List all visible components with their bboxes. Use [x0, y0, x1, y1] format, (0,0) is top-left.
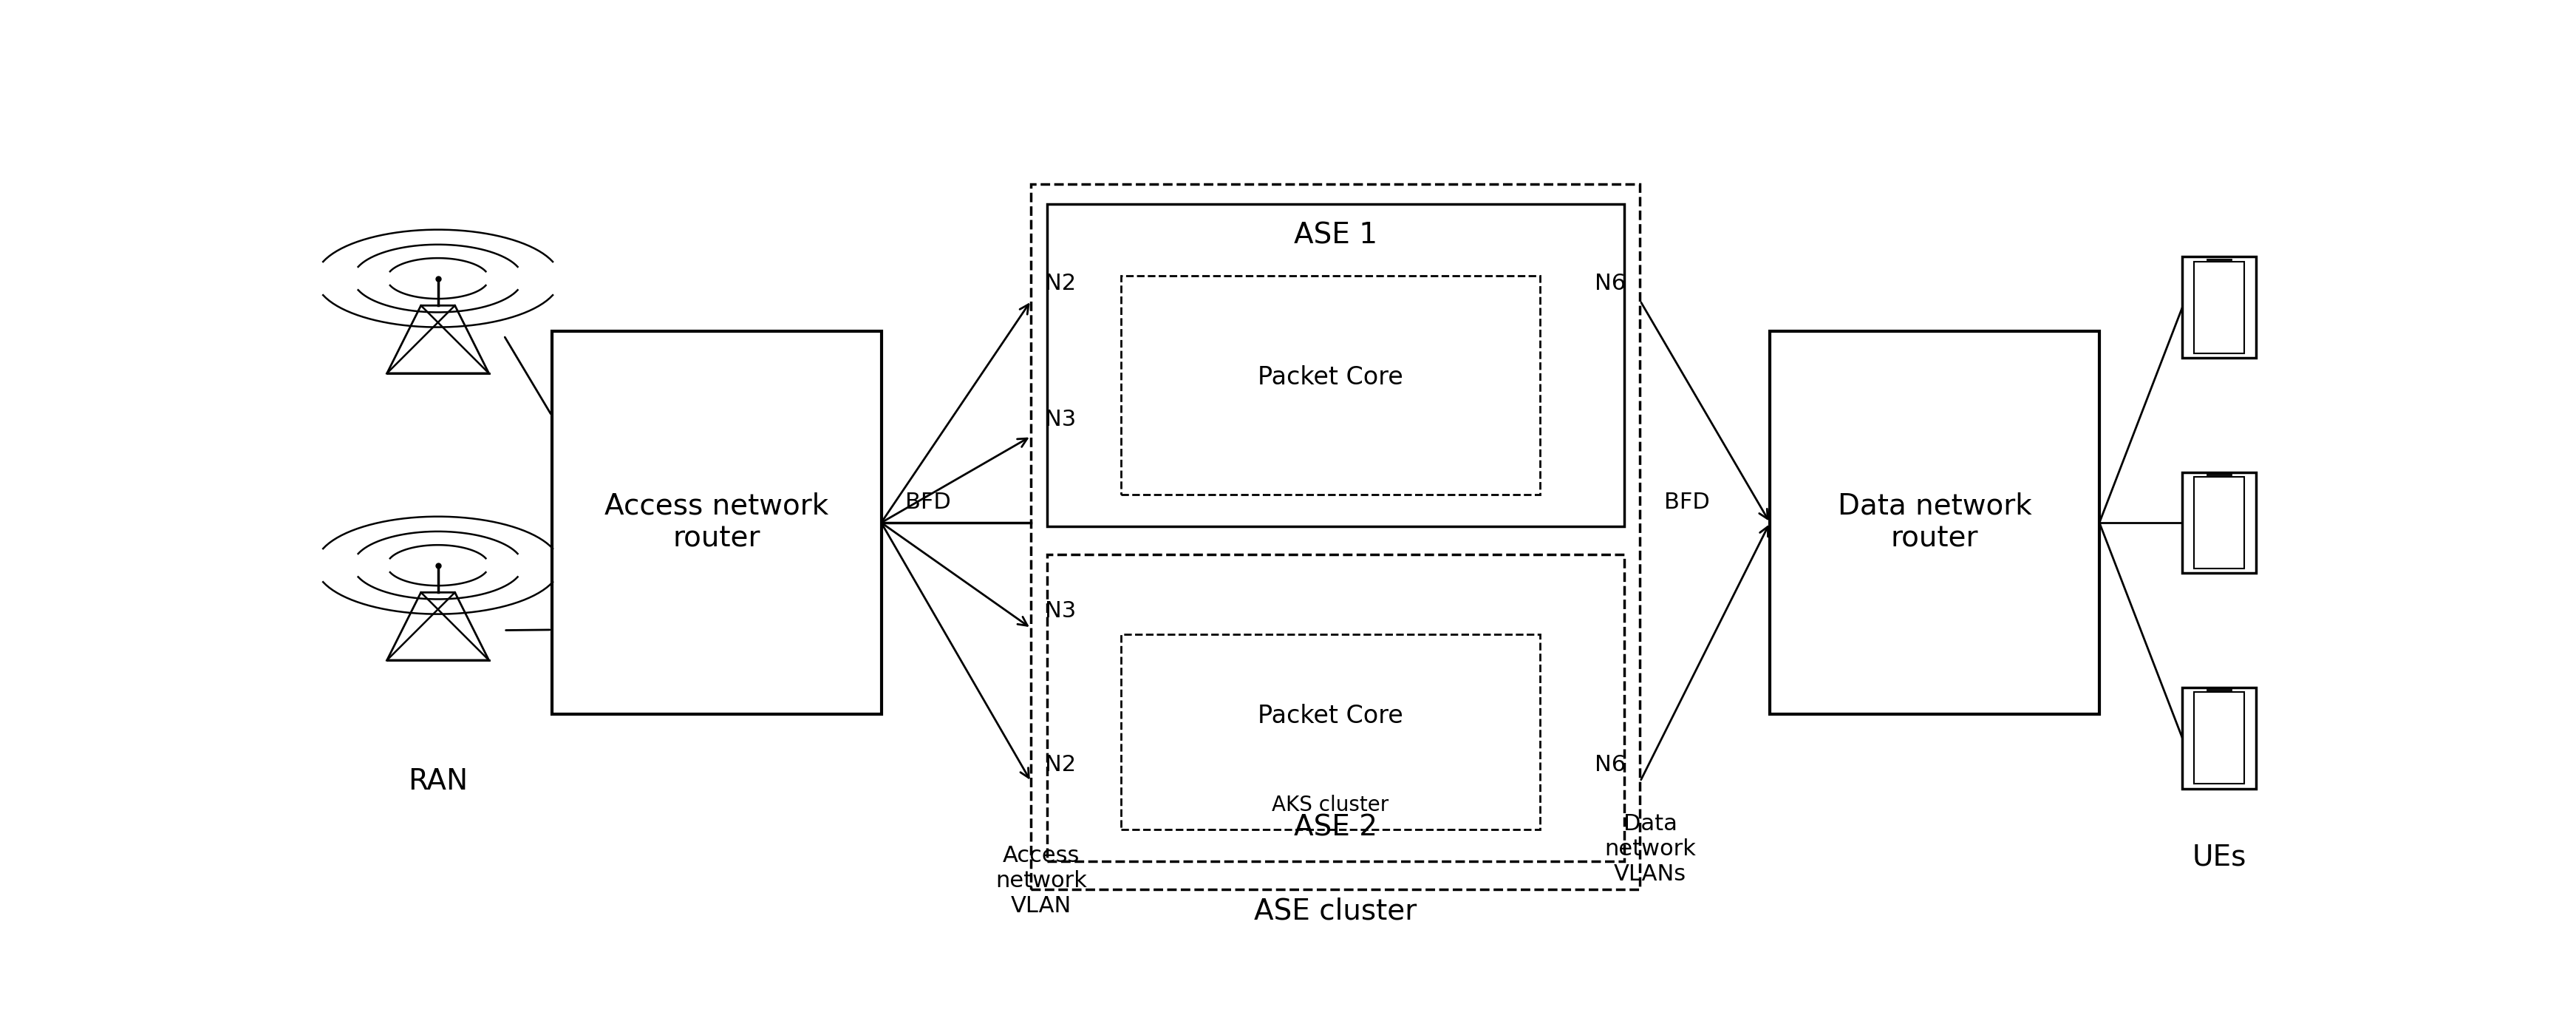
Text: Access network
router: Access network router	[605, 493, 829, 553]
Text: ASE 2: ASE 2	[1293, 814, 1378, 841]
Text: RAN: RAN	[407, 768, 469, 796]
Text: ASE 1: ASE 1	[1293, 221, 1378, 249]
Text: N2: N2	[1046, 273, 1077, 294]
Bar	[551, 331, 881, 714]
Text: Data
network
VLANs: Data network VLANs	[1605, 814, 1695, 885]
Bar	[1046, 204, 1623, 527]
Text: UEs: UEs	[2192, 844, 2246, 871]
Text: BFD: BFD	[1664, 492, 1710, 513]
Bar	[2182, 472, 2257, 573]
Text: ASE cluster: ASE cluster	[1255, 897, 1417, 925]
Text: N6: N6	[1595, 753, 1625, 775]
Text: Packet Core: Packet Core	[1257, 365, 1404, 389]
Text: N6: N6	[1595, 273, 1625, 294]
Bar	[2195, 262, 2244, 353]
Bar	[1030, 184, 1638, 889]
Text: N3: N3	[1046, 600, 1077, 622]
Text: N3: N3	[1046, 409, 1077, 430]
Text: BFD: BFD	[904, 492, 951, 513]
Bar	[1121, 634, 1540, 829]
Bar	[1046, 555, 1623, 861]
Bar	[2195, 477, 2244, 568]
Bar	[2182, 257, 2257, 358]
Bar	[2195, 692, 2244, 783]
Text: AKS cluster: AKS cluster	[1273, 795, 1388, 816]
Bar	[1121, 275, 1540, 495]
Text: N2: N2	[1046, 753, 1077, 775]
Bar	[1770, 331, 2099, 714]
Bar	[2182, 687, 2257, 789]
Text: Access
network
VLAN: Access network VLAN	[994, 846, 1087, 916]
Text: Packet Core: Packet Core	[1257, 704, 1404, 729]
Text: Data network
router: Data network router	[1837, 493, 2030, 553]
